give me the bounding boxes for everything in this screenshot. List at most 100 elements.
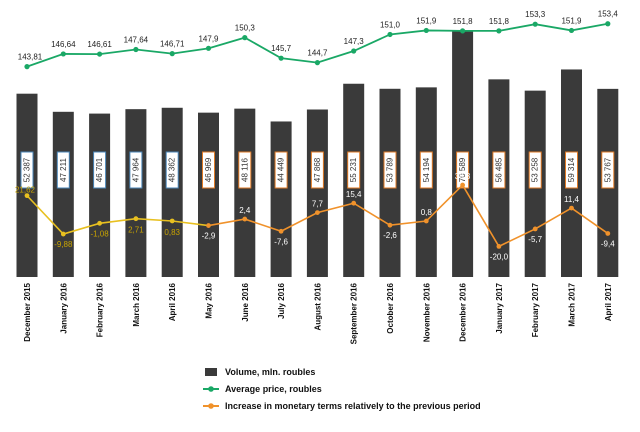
volume-label: 48 362 (168, 157, 177, 182)
price-point (496, 28, 502, 34)
category-label: August 2016 (313, 282, 322, 330)
increase-point (605, 231, 611, 236)
increase-label: 30,3 (455, 172, 471, 181)
price-label: 151,8 (453, 17, 474, 26)
legend-increase-marker (208, 403, 214, 409)
volume-bar (161, 107, 183, 277)
increase-point (97, 220, 102, 226)
category-label: March 2017 (568, 282, 577, 326)
category-label: December 2015 (23, 282, 32, 341)
increase-line: 21,62 -9,88 -1,08 2,71 0,83 -2,9 2,4 -7,6 7,7 15,… (15, 172, 615, 261)
price-label: 153,4 (598, 10, 619, 19)
price-label: 147,3 (344, 37, 365, 46)
volume-label-box (238, 151, 252, 189)
increase-point (460, 182, 465, 188)
price-point (314, 60, 320, 66)
increase-label: -9,88 (54, 240, 73, 249)
increase-line-late (208, 183, 609, 248)
volume-label: 47 211 (59, 158, 68, 182)
price-point (97, 51, 103, 57)
increase-label: 21,62 (15, 186, 36, 195)
increase-label: -20,0 (490, 252, 509, 261)
legend-increase-label: Increase in monetary terms relatively to… (225, 401, 481, 411)
price-label: 143,81 (18, 53, 43, 62)
category-label: February 2016 (96, 282, 105, 337)
volume-label-box (383, 151, 397, 189)
volume-label-box (20, 151, 34, 189)
increase-point (423, 218, 429, 224)
category-label: January 2016 (59, 282, 68, 333)
increase-point (60, 231, 66, 237)
increase-label: -2,9 (202, 232, 216, 241)
increase-label: -7,6 (274, 237, 288, 246)
volume-label: 53 789 (386, 157, 395, 182)
volume-label: 46 701 (95, 157, 104, 182)
volume-label-box (456, 151, 470, 189)
volume-label: 46 969 (204, 157, 213, 182)
increase-label: 2,4 (239, 206, 251, 215)
volume-label: 59 314 (567, 157, 576, 182)
increase-point (133, 216, 139, 222)
volume-label-box (274, 151, 288, 189)
increase-point (532, 226, 538, 232)
price-label: 146,64 (51, 40, 76, 49)
volume-label: 70 589 (458, 157, 467, 182)
increase-point (206, 223, 211, 228)
volume-label-box (347, 151, 361, 189)
category-label: October 2016 (386, 282, 395, 333)
volume-label-box (165, 151, 179, 189)
volume-bar (234, 108, 256, 277)
category-label: June 2016 (241, 282, 250, 321)
volume-bar (125, 109, 147, 277)
category-label: February 2017 (531, 282, 540, 337)
volume-label: 56 485 (494, 157, 503, 182)
volume-label: 55 231 (349, 157, 358, 182)
volume-label-box (202, 151, 215, 189)
category-label: January 2017 (495, 282, 504, 333)
category-label: May 2016 (205, 282, 214, 318)
price-label: 146,61 (87, 40, 112, 49)
volume-label-box (129, 151, 143, 189)
price-point (605, 21, 611, 27)
price-point (387, 31, 393, 38)
category-label: March 2016 (132, 282, 141, 326)
volume-label: 47 868 (313, 157, 322, 182)
volume-label: 47 964 (131, 157, 140, 182)
volume-label-box (93, 151, 107, 189)
category-label: July 2016 (277, 282, 286, 319)
increase-point (387, 222, 393, 228)
volume-labels: 52 387 47 211 46 701 47 964 48 362 46 969 48 1… (20, 151, 615, 189)
increase-label: 0,83 (164, 228, 180, 237)
price-point (351, 48, 357, 54)
increase-label: -2,6 (383, 231, 397, 240)
increase-point (24, 193, 30, 199)
price-label: 145,7 (271, 44, 292, 53)
increase-label: -1,08 (90, 229, 109, 238)
increase-label: -9,4 (601, 239, 615, 248)
category-label: April 2016 (168, 282, 177, 321)
legend: Volume, mln. roubles Average price, roubl… (203, 367, 481, 411)
volume-label: 44 449 (277, 157, 286, 182)
legend-price-marker (208, 386, 214, 392)
price-label: 150,3 (235, 24, 256, 33)
increase-label: 11,4 (564, 195, 580, 204)
category-label: December 2016 (459, 282, 468, 341)
volume-label: 52 387 (23, 157, 32, 182)
price-point (242, 35, 248, 41)
legend-price-label: Average price, roubles (225, 384, 322, 394)
price-point (60, 51, 66, 57)
price-label: 144,7 (307, 49, 328, 58)
increase-label: 0,8 (421, 208, 433, 217)
volume-bar (89, 113, 111, 277)
category-label: September 2016 (350, 282, 359, 344)
increase-point (278, 228, 284, 234)
price-label: 147,9 (198, 34, 219, 43)
volume-label-box (419, 151, 433, 189)
increase-point (242, 216, 248, 222)
legend-volume-label: Volume, mln. roubles (225, 367, 315, 377)
price-label: 146,71 (160, 40, 185, 49)
volume-label: 53 767 (603, 157, 612, 182)
volume-bar (306, 109, 328, 277)
increase-point (315, 210, 320, 216)
price-label: 151,9 (416, 16, 437, 25)
